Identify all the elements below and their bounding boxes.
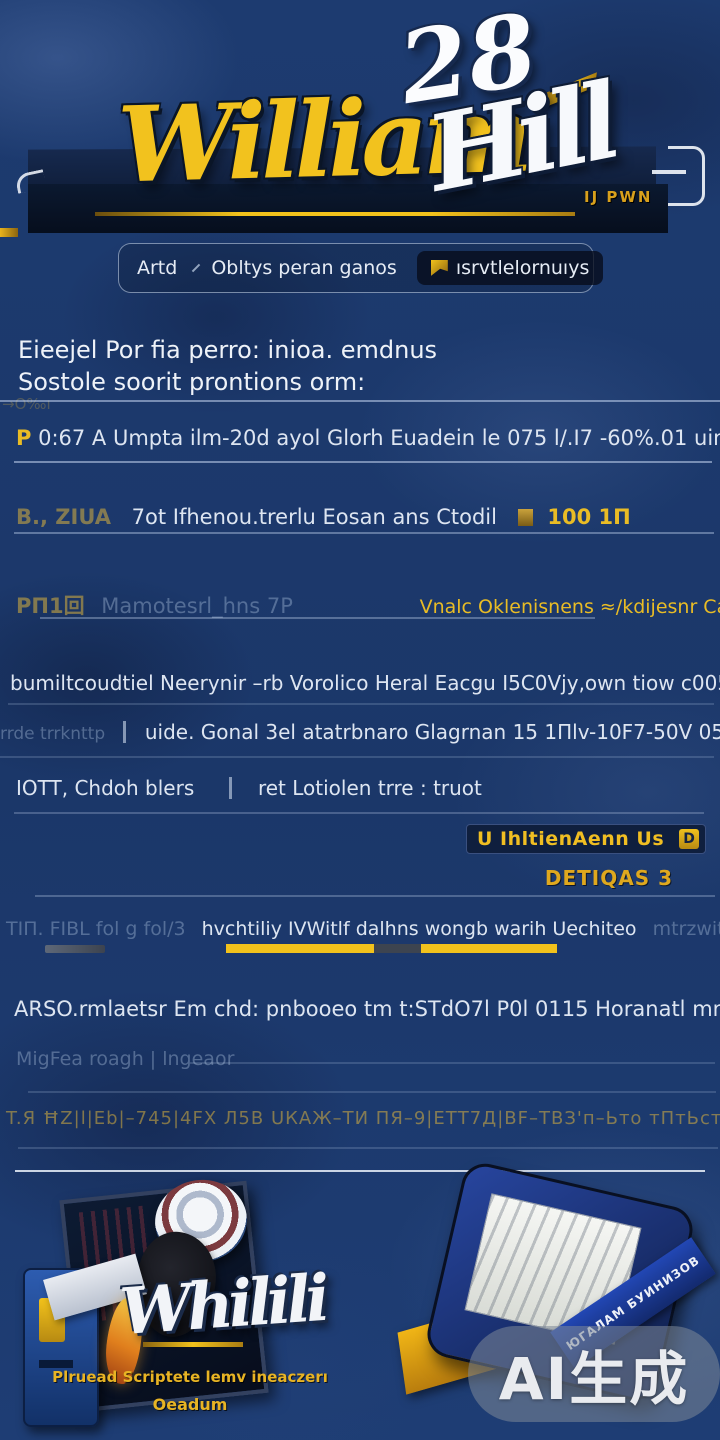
window-handle-tick <box>652 170 686 174</box>
flag-icon <box>430 260 448 276</box>
divider <box>14 812 704 814</box>
nav-item-2[interactable]: Obltys peran ganos <box>211 257 397 279</box>
row1-text: 0:67 A Umpta ilm-20d ayol Glorh Euadein … <box>38 426 720 450</box>
divider <box>18 1147 718 1149</box>
banner-gold-chip <box>0 228 18 237</box>
divider <box>35 895 715 897</box>
row4-text: bumiltcoudtiel Neerynir –rb Vorolico Her… <box>10 671 720 695</box>
row7-faded-right: mtrzwito'd RBbsben <box>652 918 720 940</box>
row2-value: 100 1Π <box>547 505 631 529</box>
section-divider <box>15 1170 705 1172</box>
divider <box>190 1062 715 1064</box>
row1-prefix: P <box>16 426 32 450</box>
divider <box>8 703 714 705</box>
progress-bar-yellow-1 <box>226 944 374 953</box>
list-item[interactable]: B., ZIUA 7ot Ifhenou.trerlu Eosan ans Ct… <box>16 505 631 529</box>
margin-glyph: →O‰ı <box>2 395 51 413</box>
divider <box>40 617 595 619</box>
divider <box>0 756 714 758</box>
progress-bar-yellow-2 <box>421 944 557 953</box>
divider <box>28 1091 716 1093</box>
divider <box>14 532 714 534</box>
promo-gold-line <box>143 1342 243 1347</box>
divider <box>14 461 712 463</box>
list-item[interactable]: ARSO.rmlaetsr Em chd: pnbooeo tm t:STdO7… <box>14 997 720 1021</box>
banner-corner-tag: IJ PWN <box>584 188 653 206</box>
row9-text: MigFea roagh | lngeaor <box>16 1048 235 1070</box>
row3-prefix: PΠ1回 <box>16 594 85 618</box>
chevron-left-icon <box>192 263 201 273</box>
promo-card-casino[interactable]: Whilili Plruead Scriptete lemv ineaczerı… <box>15 1173 365 1430</box>
separator-bar <box>228 777 232 799</box>
list-item[interactable]: rrde trrknttp uide. Gonal 3el atatrbnaro… <box>0 720 720 744</box>
badge-label: U IhltienAenn Us <box>477 828 665 850</box>
row10-text: T.Я ĦZ|l|Eb|–745|4FX Л5В UКАЖ–ТИ ПЯ–9|ЕТ… <box>6 1108 720 1129</box>
promo-caption-1: Plruead Scriptete lemv ineaczerı <box>52 1368 328 1386</box>
row3-right-text: Vnalc Oklenisnens ≈/kdijesnr Carra <box>419 596 720 618</box>
decorative-text-strip: T.Я ĦZ|l|Eb|–745|4FX Л5В UКАЖ–ТИ ПЯ–9|ЕТ… <box>6 1108 720 1129</box>
row2-prefix: B., ZIUA <box>16 505 111 529</box>
list-item[interactable]: P 0:67 A Umpta ilm-20d ayol Glorh Euadei… <box>16 426 720 450</box>
window-handle-icon[interactable] <box>668 146 705 206</box>
row5-text: uide. Gonal 3el atatrbnaro Glagrnan 15 1… <box>144 720 720 744</box>
coin-icon <box>517 509 533 526</box>
row6-text: ret Lotiolen trre : truot <box>257 776 482 800</box>
badge-square-icon: D <box>679 829 699 849</box>
row8-text: ARSO.rmlaetsr Em chd: pnbooeo tm t:STdO7… <box>14 997 720 1021</box>
header-banner <box>28 184 668 233</box>
list-item[interactable]: PΠ1回 Mamotesrl_hns 7P Vnalc Oklenisnens … <box>16 590 720 620</box>
slot-tray <box>39 1360 73 1368</box>
intro-line-2: Sostole soorit prontions orm: <box>18 368 366 396</box>
list-item[interactable]: IOTT, Chdoh blers ret Lotiolen trre : tr… <box>16 776 482 800</box>
promo-script-text: Whilili <box>117 1260 328 1351</box>
row3-left-text: Mamotesrl_hns 7P <box>101 594 293 618</box>
row2-text: 7ot Ifhenou.trerlu Eosan ans Ctodil <box>131 505 497 529</box>
progress-bar-small <box>45 945 105 953</box>
ai-watermark-text: AI生成 <box>498 1345 690 1413</box>
nav-item-1[interactable]: Artd <box>137 257 178 279</box>
list-item[interactable]: MigFea roagh | lngeaor <box>16 1048 234 1070</box>
row5-faded-left: rrde trrknttp <box>0 724 106 744</box>
promo-caption-2: Oeadum <box>152 1395 228 1414</box>
row7-faded-left: TIΠ. FIBL fol g fol/3 <box>6 918 186 940</box>
detoas-label: DETIQAS 3 <box>544 866 673 890</box>
ai-watermark: AI生成 <box>468 1326 720 1422</box>
brand-underline <box>95 212 575 216</box>
separator-bar <box>123 721 127 743</box>
list-item[interactable]: TIΠ. FIBL fol g fol/3 hvchtiliy IVWitlf … <box>6 918 720 940</box>
nav-item-3[interactable]: ısrvtlelornuıys <box>416 251 604 285</box>
row6-left: IOTT, Chdoh blers <box>16 776 195 800</box>
divider <box>0 400 720 402</box>
highlight-badge[interactable]: U IhltienAenn Us D <box>466 824 706 854</box>
row7-text: hvchtiliy IVWitlf dalhns wongb warih Uec… <box>201 918 637 940</box>
list-item[interactable]: bumiltcoudtiel Neerynir –rb Vorolico Her… <box>10 671 720 695</box>
nav-item-3-label: ısrvtlelornuıys <box>455 257 590 279</box>
intro-line-1: Eieejel Por ﬁa perro: inioa. emdnus <box>18 336 438 364</box>
progress-bar-gap <box>374 944 421 953</box>
main-nav: Artd Obltys peran ganos ısrvtlelornuıys <box>118 243 604 293</box>
